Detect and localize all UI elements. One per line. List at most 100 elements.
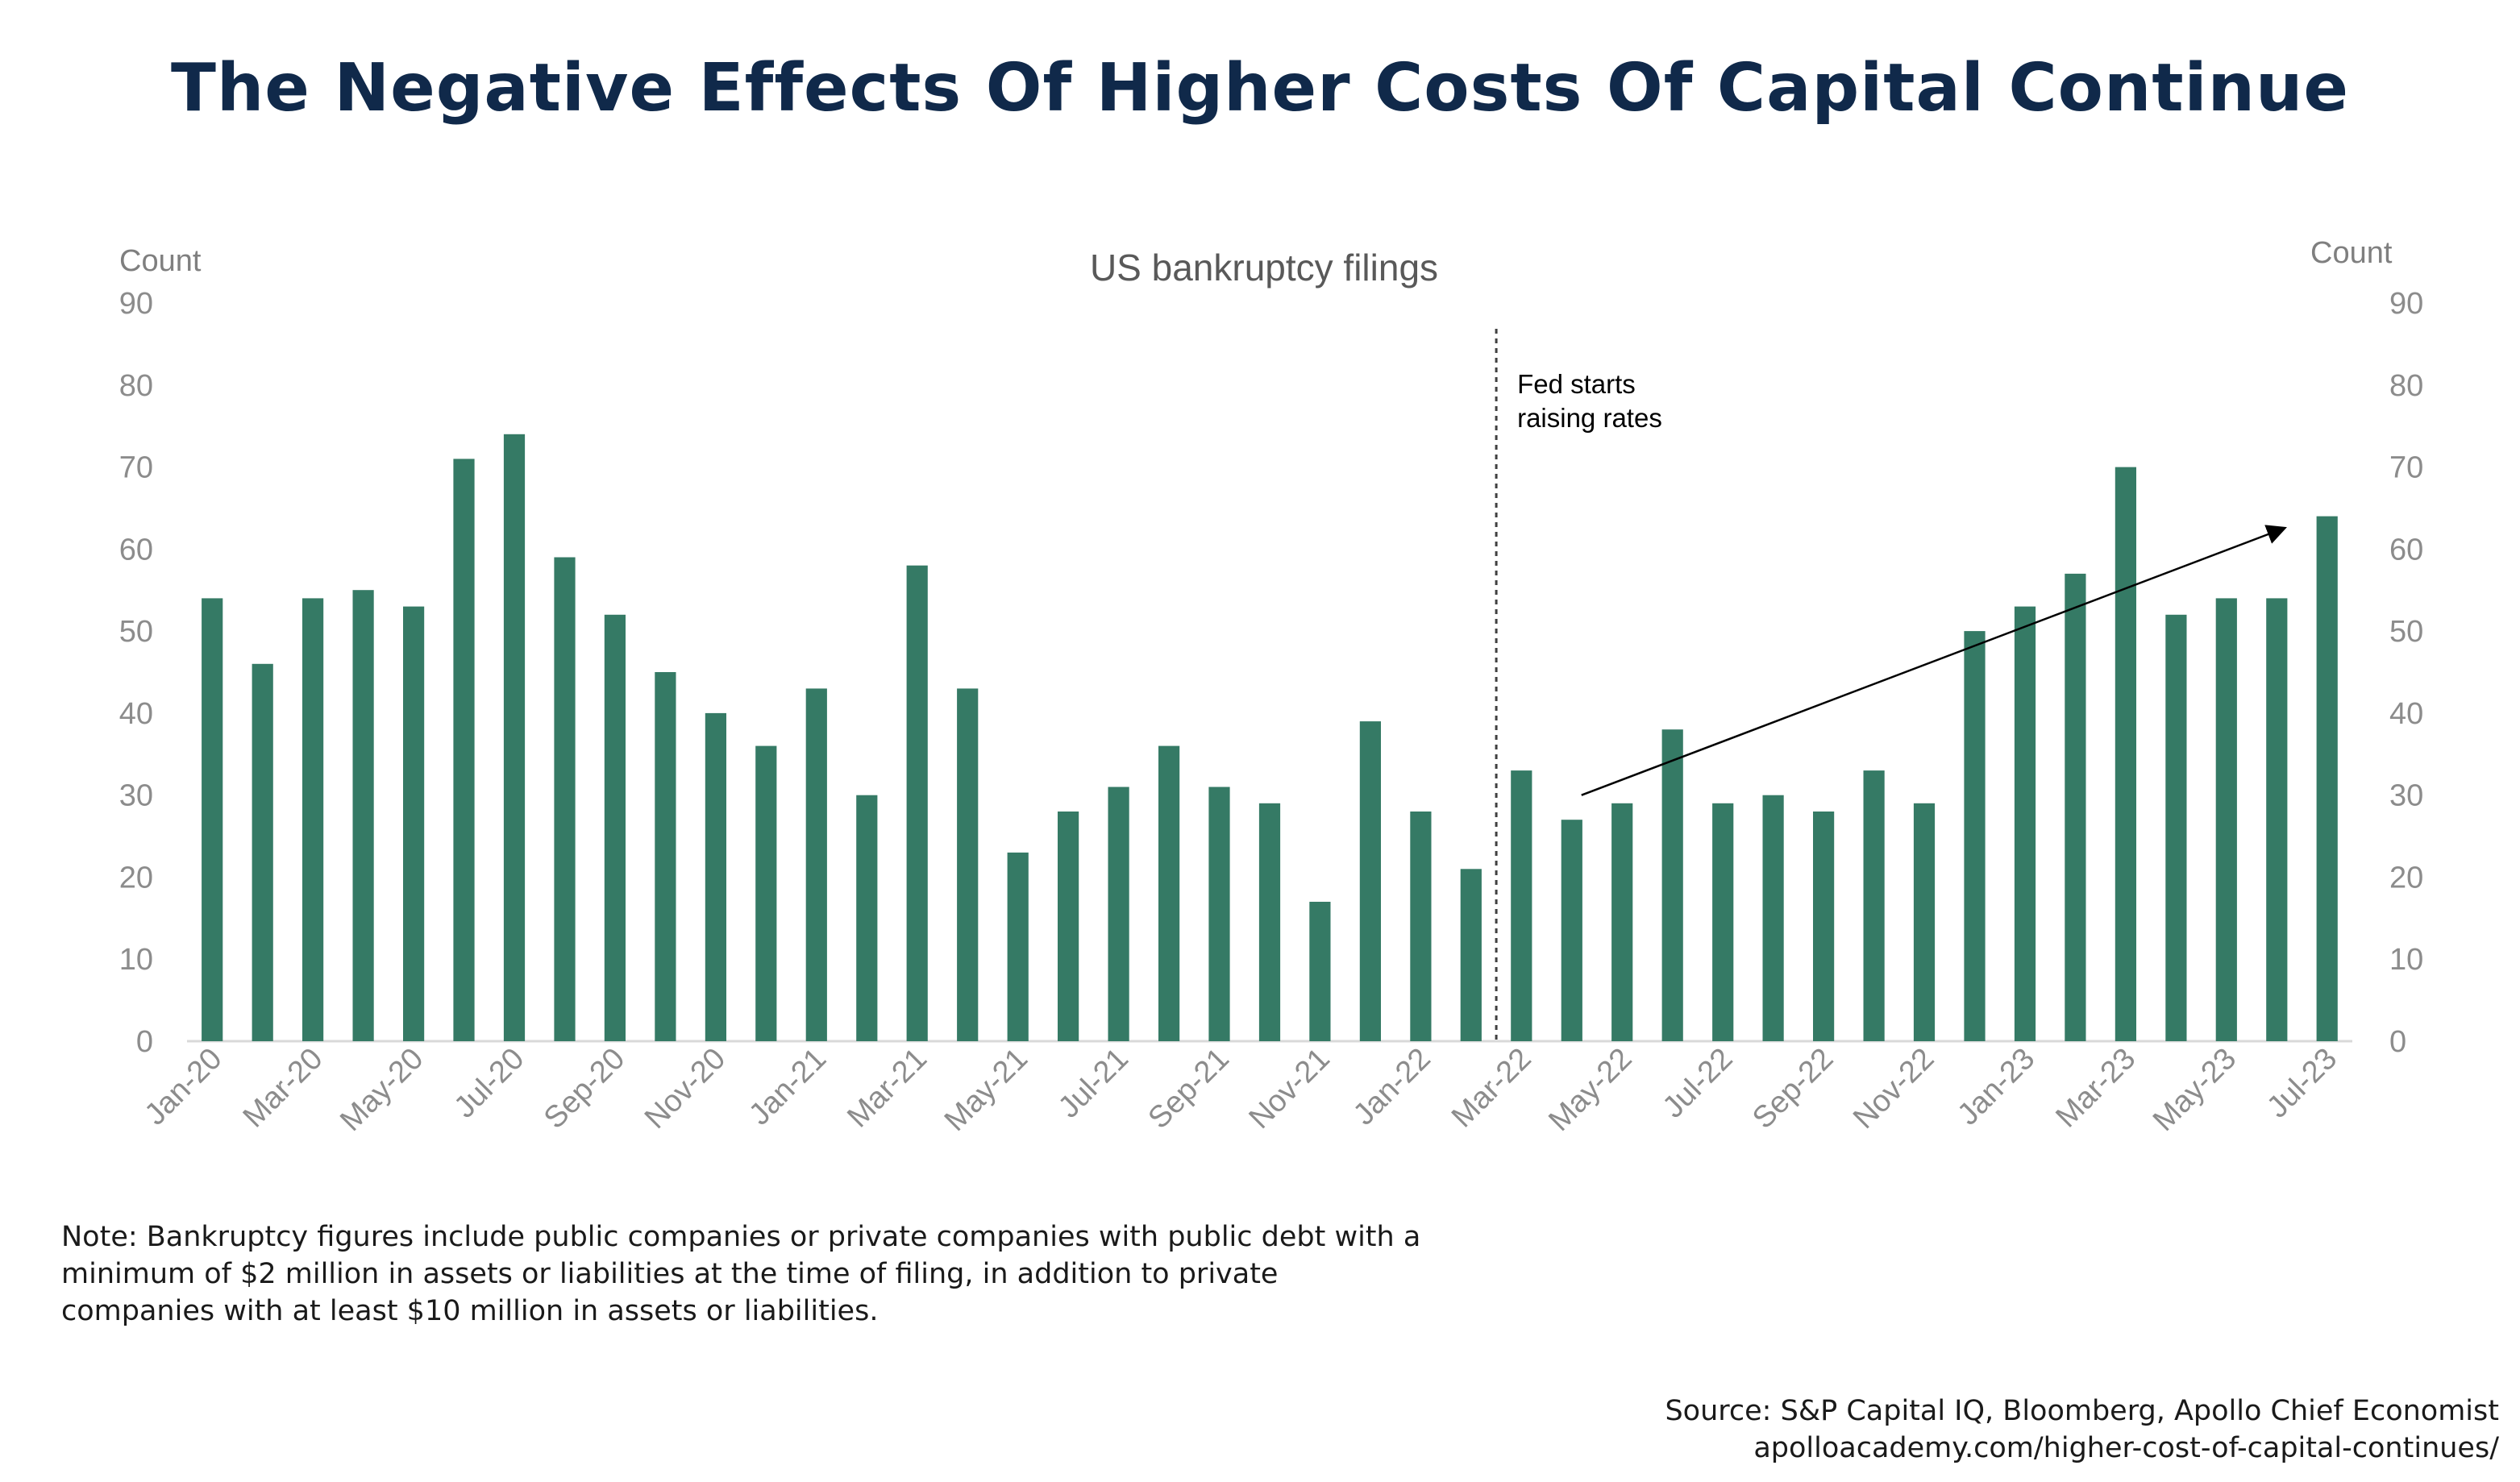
bar xyxy=(403,606,425,1041)
y-tick-label-right: 10 xyxy=(2389,943,2423,977)
y-tick-label-right: 30 xyxy=(2389,779,2423,813)
y-tick-label-left: 0 xyxy=(136,1025,153,1059)
fed-annotation-line2: raising rates xyxy=(1517,403,1662,433)
bar xyxy=(755,745,777,1041)
bar xyxy=(1762,795,1784,1041)
x-tick-label: Jul-21 xyxy=(1052,1042,1135,1125)
y-tick-label-left: 90 xyxy=(119,287,153,321)
bar xyxy=(1661,729,1683,1041)
x-tick-label: Mar-23 xyxy=(2049,1042,2142,1135)
bar xyxy=(1964,631,1986,1041)
bar-series xyxy=(202,434,2338,1041)
y-tick-label-right: 50 xyxy=(2389,615,2423,649)
bar xyxy=(1460,869,1482,1041)
right-y-axis: 0 10 20 30 40 50 60 70 80 90 xyxy=(2389,287,2423,1059)
bar xyxy=(705,712,726,1041)
bar xyxy=(2065,573,2086,1041)
chart-title: US bankruptcy filings xyxy=(1090,247,1438,289)
bar xyxy=(453,459,475,1041)
bar xyxy=(554,557,576,1041)
chart-note: Note: Bankruptcy figures include public … xyxy=(61,1221,1421,1327)
bankruptcy-bar-chart: US bankruptcy filings Count Count 0 10 20 3… xyxy=(119,236,2424,1138)
x-tick-label: Jul-22 xyxy=(1657,1042,1740,1125)
bar xyxy=(1712,803,1734,1041)
bar xyxy=(1359,721,1381,1041)
bar xyxy=(1108,787,1129,1041)
bar xyxy=(2014,606,2036,1041)
x-tick-label: Sep-22 xyxy=(1746,1042,1840,1135)
x-tick-label: May-22 xyxy=(1542,1042,1638,1138)
source-text: Source: S&P Capital IQ, Bloomberg, Apoll… xyxy=(1665,1395,2499,1427)
bar xyxy=(302,598,324,1041)
bar xyxy=(655,672,676,1041)
source-url: apolloacademy.com/higher-cost-of-capital… xyxy=(1753,1432,2499,1464)
x-tick-label: Jan-21 xyxy=(742,1042,833,1132)
y-tick-label-right: 20 xyxy=(2389,861,2423,895)
y-tick-label-right: 70 xyxy=(2389,451,2423,485)
bar xyxy=(1158,745,1180,1041)
x-tick-label: Mar-21 xyxy=(841,1042,934,1135)
y-tick-label-left: 70 xyxy=(119,451,153,485)
page-title: The Negative Effects Of Higher Costs Of … xyxy=(170,50,2350,127)
right-axis-title: Count xyxy=(2310,236,2393,270)
trend-arrow xyxy=(1581,525,2287,796)
bar xyxy=(1511,770,1532,1041)
bar xyxy=(856,795,878,1041)
bar xyxy=(1863,770,1885,1041)
x-tick-label: Mar-20 xyxy=(237,1042,330,1135)
y-tick-label-left: 40 xyxy=(119,697,153,731)
y-tick-label-right: 80 xyxy=(2389,369,2423,403)
x-tick-label: Mar-22 xyxy=(1445,1042,1538,1135)
left-axis-title: Count xyxy=(119,244,202,278)
left-y-axis: 0 10 20 30 40 50 60 70 80 90 xyxy=(119,287,153,1059)
bar xyxy=(503,434,526,1041)
bar xyxy=(1813,812,1835,1041)
y-tick-label-left: 50 xyxy=(119,615,153,649)
y-tick-label-right: 0 xyxy=(2389,1025,2406,1059)
y-tick-label-left: 80 xyxy=(119,369,153,403)
x-tick-label: May-21 xyxy=(938,1042,1034,1138)
bar xyxy=(1309,902,1331,1041)
bar xyxy=(2215,598,2237,1041)
bar xyxy=(252,663,273,1041)
fed-annotation-line1: Fed starts xyxy=(1517,369,1636,399)
bar xyxy=(2165,614,2187,1041)
bar xyxy=(1007,852,1029,1041)
bar xyxy=(1913,803,1936,1041)
x-tick-label: Jan-22 xyxy=(1347,1042,1437,1132)
x-tick-label: Jul-23 xyxy=(2260,1042,2343,1125)
bar xyxy=(2115,467,2136,1041)
bar xyxy=(957,688,979,1041)
bar xyxy=(1611,803,1633,1041)
x-tick-label: May-20 xyxy=(334,1042,430,1138)
y-tick-label-left: 20 xyxy=(119,861,153,895)
x-tick-label: May-23 xyxy=(2147,1042,2243,1138)
bar xyxy=(1208,787,1230,1041)
source-block: Source: S&P Capital IQ, Bloomberg, Apoll… xyxy=(1665,1393,2499,1467)
y-tick-label-right: 40 xyxy=(2389,697,2423,731)
y-tick-label-right: 60 xyxy=(2389,533,2423,567)
bar xyxy=(2266,598,2288,1041)
x-tick-label: Nov-22 xyxy=(1847,1042,1940,1135)
bar xyxy=(1410,812,1432,1041)
y-tick-label-left: 10 xyxy=(119,943,153,977)
bar xyxy=(202,598,223,1041)
bar xyxy=(2316,516,2338,1041)
bar xyxy=(805,688,827,1041)
bar xyxy=(1058,812,1079,1041)
bar xyxy=(352,590,374,1041)
x-tick-label: Sep-20 xyxy=(538,1042,631,1135)
x-tick-label: Nov-20 xyxy=(638,1042,732,1135)
x-tick-label: Sep-21 xyxy=(1142,1042,1236,1135)
y-tick-label-left: 60 xyxy=(119,533,153,567)
bar xyxy=(1258,803,1281,1041)
x-tick-label: Nov-21 xyxy=(1243,1042,1337,1135)
y-tick-label-right: 90 xyxy=(2389,287,2423,321)
x-tick-label: Jan-23 xyxy=(1951,1042,2041,1132)
bar xyxy=(906,565,928,1041)
x-axis: Jan-20 Mar-20 May-20 Jul-20 Sep-20 Nov-20 Jan-… xyxy=(139,1042,2343,1138)
x-tick-label: Jul-20 xyxy=(448,1042,531,1125)
bar xyxy=(1561,820,1582,1041)
y-tick-label-left: 30 xyxy=(119,779,153,813)
bar xyxy=(604,614,626,1041)
